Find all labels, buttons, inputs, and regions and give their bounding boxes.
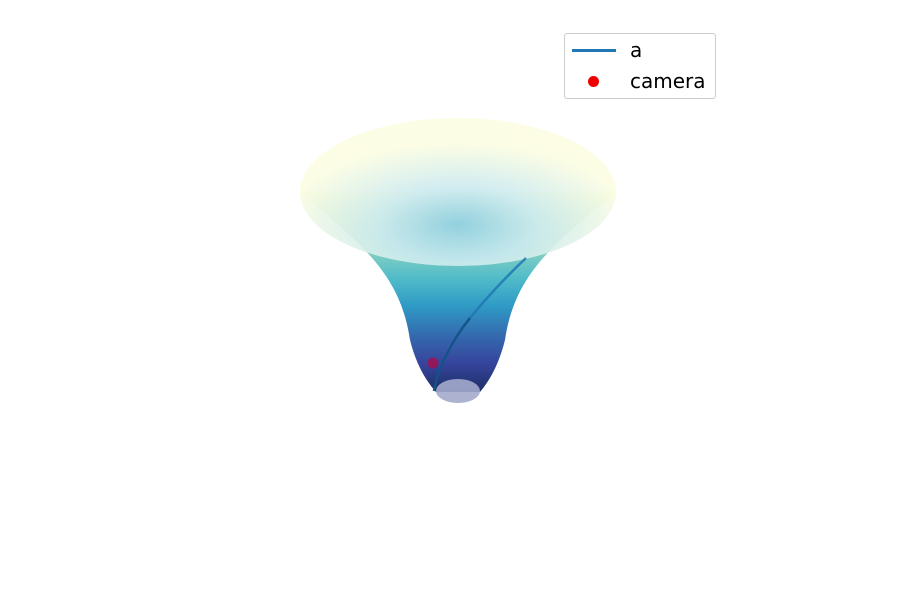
legend: a camera bbox=[564, 33, 716, 99]
series-a-line-shadow bbox=[432, 317, 471, 392]
funnel-base-cap bbox=[436, 379, 480, 403]
legend-label-camera: camera bbox=[630, 69, 706, 93]
legend-line-swatch bbox=[572, 49, 616, 52]
legend-entry-a: a bbox=[565, 37, 715, 63]
funnel-rim-surface bbox=[300, 118, 616, 266]
legend-dot-swatch bbox=[588, 76, 599, 87]
camera-point bbox=[427, 357, 439, 369]
legend-label-a: a bbox=[630, 38, 643, 62]
legend-entry-camera: camera bbox=[565, 68, 715, 94]
